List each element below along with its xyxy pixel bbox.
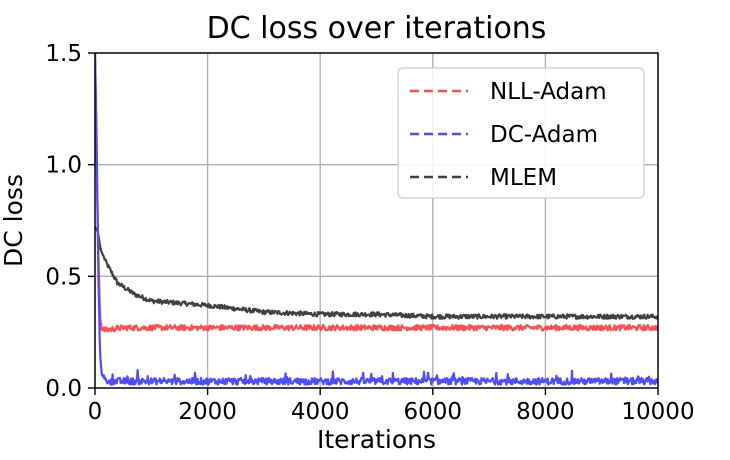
legend-label: MLEM xyxy=(490,165,557,191)
chart-title: DC loss over iterations xyxy=(207,11,547,46)
plot-frame xyxy=(94,52,659,389)
x-axis-label: Iterations xyxy=(317,425,436,454)
legend-label: NLL-Adam xyxy=(490,79,607,105)
axis-ticks: 0 2000 4000 6000 8000 10000 0.0 0.5 1.0 1.5 xyxy=(45,41,694,425)
legend-label: DC-Adam xyxy=(490,122,598,148)
x-tick-label: 6000 xyxy=(404,399,463,425)
series-lines xyxy=(95,53,658,386)
x-tick-label: 0 xyxy=(88,399,103,425)
series-line-mlem xyxy=(95,226,658,320)
x-tick-label: 4000 xyxy=(291,399,350,425)
y-axis-label: DC loss xyxy=(0,174,28,267)
y-tick-label: 1.0 xyxy=(45,153,82,179)
x-tick-label: 10000 xyxy=(621,399,694,425)
y-tick-label: 1.5 xyxy=(45,41,82,67)
legend-box xyxy=(397,67,645,199)
x-tick-label: 8000 xyxy=(516,399,575,425)
series-line-dc-adam xyxy=(95,53,658,386)
y-tick-label: 0.0 xyxy=(45,376,82,402)
series-line-nll-adam xyxy=(95,53,658,333)
x-tick-label: 2000 xyxy=(178,399,237,425)
legend: NLL-Adam DC-Adam MLEM xyxy=(397,67,645,199)
y-tick-label: 0.5 xyxy=(45,264,82,290)
